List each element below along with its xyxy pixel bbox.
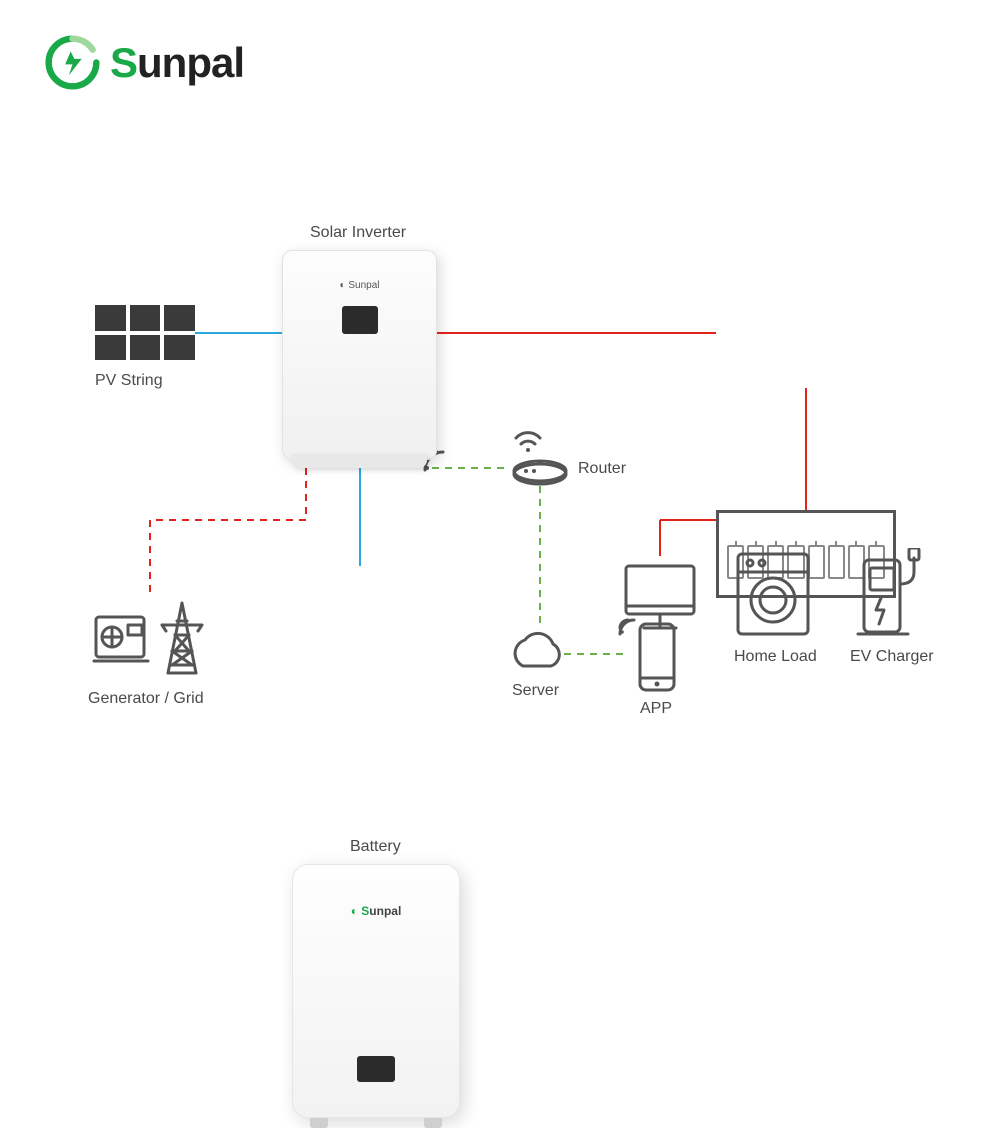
home-load-icon — [732, 548, 814, 640]
ev-charger-icon — [856, 548, 926, 640]
monitor-icon — [620, 560, 700, 638]
home-load-label: Home Load — [734, 648, 817, 666]
logo-rest: unpal — [137, 39, 244, 86]
generator-grid-label: Generator / Grid — [88, 690, 204, 708]
logo-mark-icon — [45, 35, 100, 90]
logo-s: S — [110, 39, 137, 86]
pv-string-icon — [95, 305, 195, 360]
app-label: APP — [640, 700, 672, 718]
battery-icon: ◐ Sunpal — [292, 864, 460, 1118]
solar-inverter-icon: ◐ Sunpal — [282, 250, 437, 460]
connection-wires — [0, 0, 1000, 1000]
pv-string-label: PV String — [95, 372, 163, 390]
brand-logo: Sunpal — [45, 35, 244, 90]
server-cloud-icon — [505, 628, 565, 676]
ev-charger-label: EV Charger — [850, 648, 934, 666]
inverter-label: Solar Inverter — [310, 224, 406, 242]
router-label: Router — [578, 460, 626, 478]
router-icon — [510, 456, 570, 486]
server-label: Server — [512, 682, 559, 700]
logo-text: Sunpal — [110, 39, 244, 87]
generator-grid-icon — [90, 595, 225, 680]
battery-label: Battery — [350, 838, 401, 856]
